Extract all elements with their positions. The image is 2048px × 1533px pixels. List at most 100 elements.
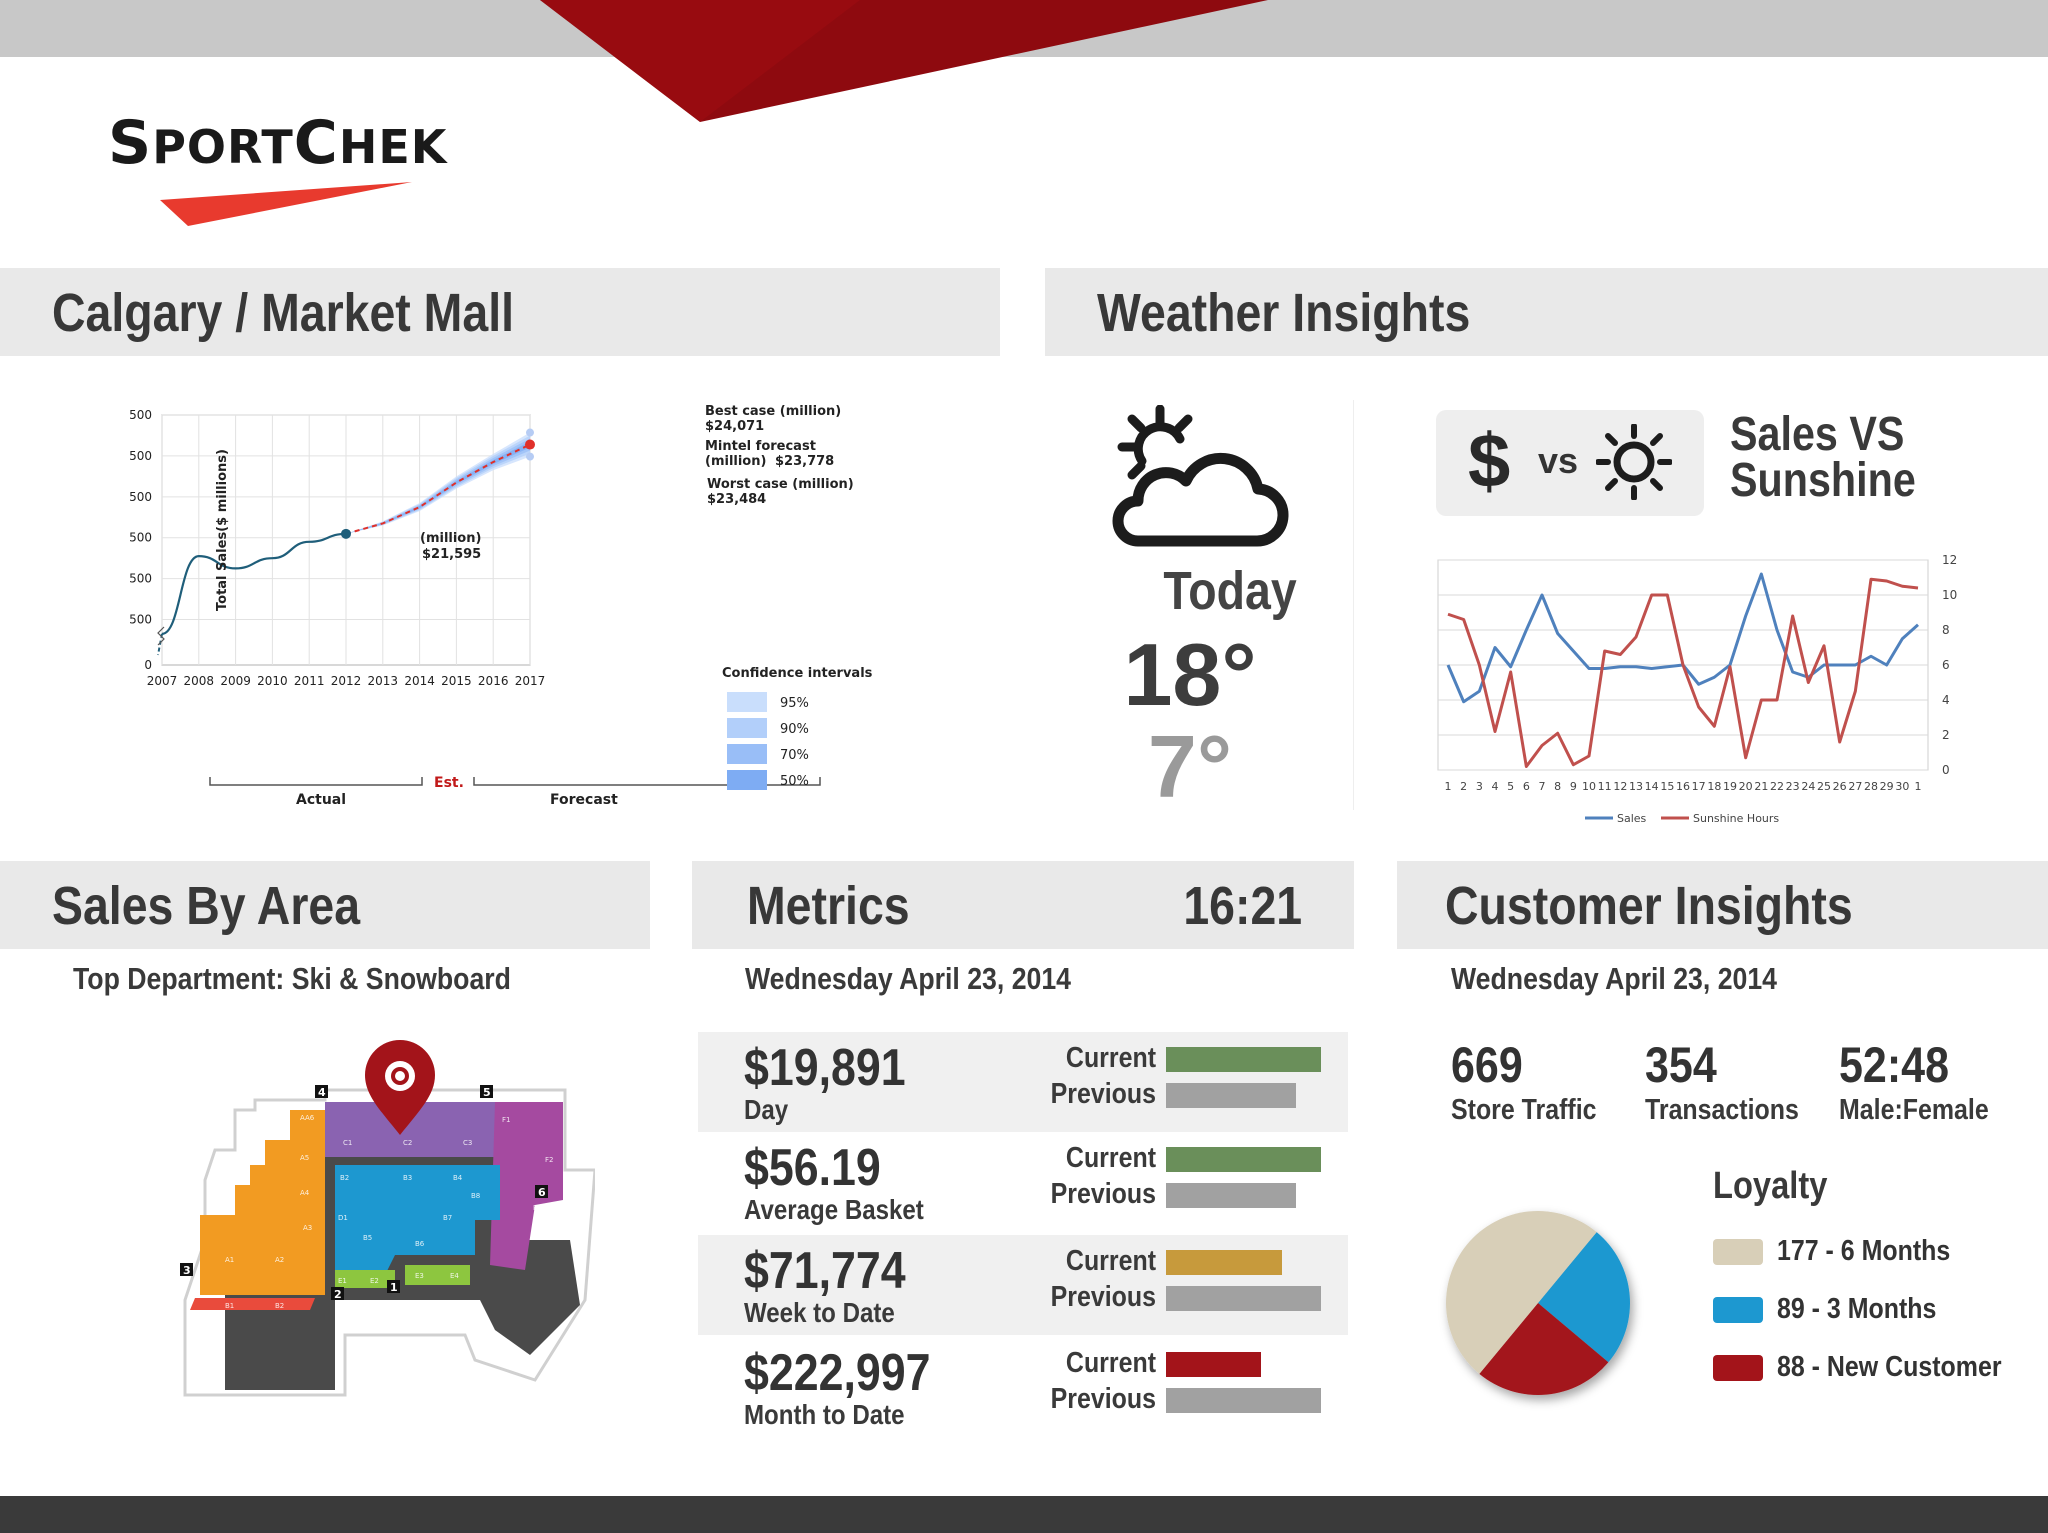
svg-text:B4: B4 (453, 1174, 463, 1182)
metric-label: Month to Date (744, 1399, 905, 1430)
metrics-clock: 16:21 (1183, 876, 1302, 936)
x-tick-label: 22 (1770, 780, 1784, 793)
entrance-4: 4 (318, 1086, 326, 1099)
previous-label: Previous (1050, 1078, 1156, 1110)
entrance-5: 5 (483, 1086, 491, 1099)
svg-text:F1: F1 (502, 1116, 510, 1124)
top-banner-wedge (540, 0, 1268, 122)
series-line (1447, 577, 1919, 768)
mintel-point (525, 439, 535, 450)
x-tick-label: 8 (1554, 780, 1561, 793)
mintel-label-2: (million) (705, 454, 766, 469)
svg-text:C3: C3 (463, 1139, 472, 1147)
metric-value: $71,774 (744, 1242, 906, 1300)
svg-text:E2: E2 (370, 1277, 379, 1285)
weather-header: Weather Insights (1045, 268, 2048, 356)
svg-text:A3: A3 (303, 1224, 312, 1232)
y-tick-label: 24,500 (130, 408, 152, 422)
y-tick-label: 10 (1942, 588, 1957, 602)
x-tick-label: 14 (1645, 780, 1659, 793)
previous-label: Previous (1050, 1178, 1156, 1210)
entrance-1: 1 (390, 1281, 398, 1294)
y-tick-label: 22,500 (130, 490, 152, 504)
vs-label: vs (1538, 440, 1579, 481)
point-value: $21,595 (422, 547, 481, 562)
ci-legend-label: 70% (780, 748, 809, 763)
best-case-label: Best case (million) (705, 404, 841, 419)
y-tick-label: 0 (1942, 763, 1950, 777)
svg-text:B2: B2 (275, 1302, 284, 1310)
best-case-value: $24,071 (705, 419, 764, 434)
svg-text:A2: A2 (275, 1256, 284, 1264)
ci-legend-swatch (727, 692, 767, 712)
x-tick-label: 27 (1848, 780, 1862, 793)
entrance-6: 6 (538, 1186, 546, 1199)
metric-label: Average Basket (744, 1194, 924, 1225)
x-tick-label: 29 (1880, 780, 1894, 793)
x-tick-label: 11 (1598, 780, 1612, 793)
sportchek-logo: SPORTCHEK (108, 108, 448, 178)
previous-label: Previous (1050, 1383, 1156, 1415)
svg-text:F2: F2 (545, 1156, 553, 1164)
loyalty-swatch (1713, 1238, 1763, 1265)
svg-text:A4: A4 (300, 1189, 310, 1197)
logo-swoosh (160, 182, 412, 226)
partly-sunny-icon (1112, 405, 1289, 547)
sales-forecast-chart: Total Sales($ millions) 0 19,500 20,500 21,… (130, 404, 873, 808)
x-tick-label: 24 (1801, 780, 1815, 793)
weather-divider (1353, 400, 1354, 810)
sales-vs-sunshine-title: Sales VS Sunshine (1730, 408, 1916, 507)
x-tick-label: 18 (1707, 780, 1721, 793)
x-tick-label: 16 (1676, 780, 1690, 793)
x-tick-label: 20 (1739, 780, 1753, 793)
x-tick-label: 9 (1570, 780, 1577, 793)
top-department: Top Department: Ski & Snowboard (73, 961, 511, 996)
x-tick-label: 10 (1582, 780, 1596, 793)
current-bar (1166, 1147, 1321, 1172)
actual-sales-line (161, 532, 347, 635)
actual-bracket (209, 777, 423, 786)
x-tick-label: 2012 (331, 674, 362, 688)
svg-text:B6: B6 (415, 1240, 425, 1248)
metrics-header: Metrics 16:21 (692, 861, 1354, 949)
mintel-value: $23,778 (775, 454, 834, 469)
y-tick-label: 0 (144, 658, 152, 672)
ci-legend-label: 90% (780, 722, 809, 737)
loyalty-label: 177 - 6 Months (1777, 1235, 1951, 1267)
x-tick-label: 2009 (220, 674, 251, 688)
x-tick-label: 12 (1613, 780, 1627, 793)
customer-header: Customer Insights (1397, 861, 2048, 949)
previous-bar (1166, 1083, 1297, 1108)
x-tick-label: 1 (1445, 780, 1452, 793)
x-tick-label: 6 (1523, 780, 1530, 793)
worst-case-point (526, 452, 534, 461)
legend-label: Sales (1617, 812, 1647, 825)
current-label: Current (1065, 1245, 1156, 1277)
y-tick-label: 6 (1942, 658, 1950, 672)
forecast-bracket (473, 777, 821, 786)
weather-title: Weather Insights (1097, 283, 1471, 343)
svg-text:B1: B1 (225, 1302, 234, 1310)
x-tick-label: 30 (1895, 780, 1909, 793)
worst-case-label: Worst case (million) (707, 477, 854, 492)
x-tick-label: 13 (1629, 780, 1643, 793)
current-label: Current (1065, 1042, 1156, 1074)
loyalty-legend-item: 177 - 6 Months (1713, 1235, 1978, 1268)
ci-legend-label: 50% (780, 774, 809, 789)
svg-text:D1: D1 (338, 1214, 348, 1222)
series-line (1446, 572, 1919, 704)
point-label: (million) (420, 531, 481, 546)
loyalty-swatch (1713, 1296, 1763, 1323)
pie-slice (1538, 1232, 1630, 1363)
pie-slice (1446, 1211, 1597, 1374)
svg-text:AA6: AA6 (300, 1114, 315, 1122)
dollar-icon: $ (1468, 419, 1511, 504)
metric-row: $222,997 Month to Date Current Previous (698, 1337, 1348, 1437)
loyalty-swatch (1713, 1354, 1763, 1381)
metric-row: $56.19 Average Basket Current Previous (698, 1132, 1348, 1232)
x-tick-label: 28 (1864, 780, 1878, 793)
x-tick-label: 15 (1660, 780, 1674, 793)
previous-bar (1166, 1388, 1321, 1413)
svg-text:E1: E1 (338, 1277, 347, 1285)
y-tick-label: 19,500 (130, 613, 152, 627)
